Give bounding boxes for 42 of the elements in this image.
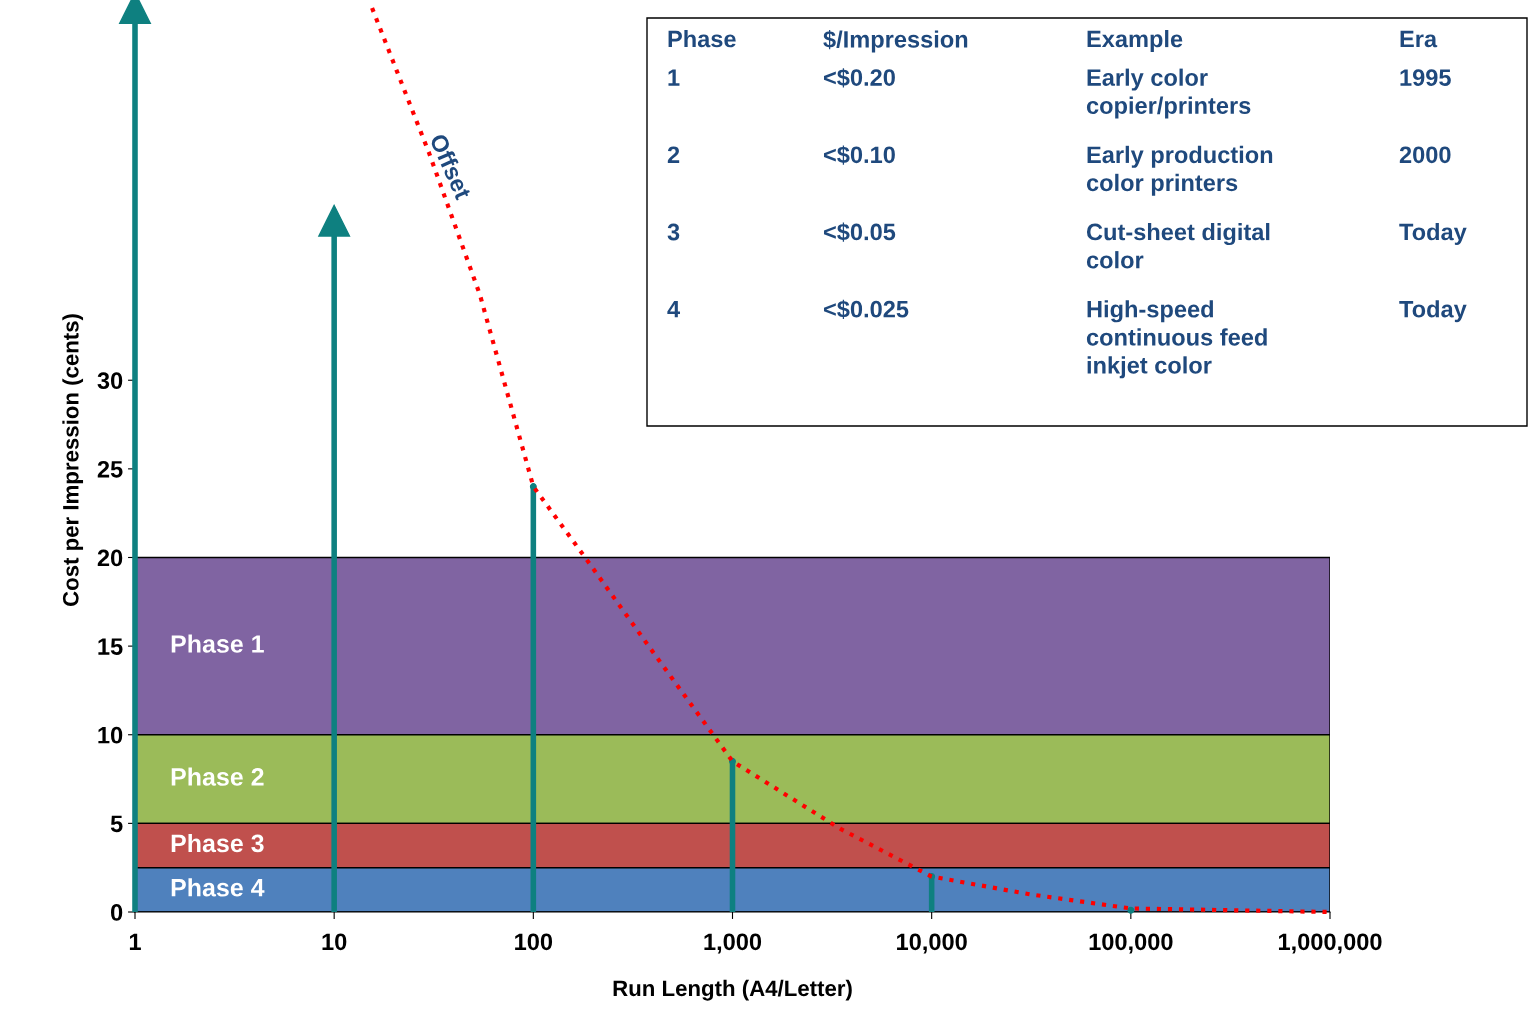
text: Era (1400, 30, 1438, 48)
band-label: Phase 3 (171, 833, 264, 853)
x-tick-label: 100,000 (1089, 933, 1173, 954)
y-axis-title: Cost per Impression (cents) (62, 314, 84, 607)
y-tick-label: 25 (97, 460, 123, 478)
annotation: <$0.20 (823, 68, 895, 88)
x-tick-label: 1 (129, 933, 141, 950)
annotation: Cut-sheet digital color (1086, 223, 1270, 269)
annotation: 1 (668, 69, 680, 86)
y-tick-label: 0 (111, 904, 123, 921)
x-tick-label: 10,000 (897, 933, 967, 954)
point (1127, 906, 1135, 914)
band-label: Phase 1 (171, 634, 264, 653)
annotation: Early production color printers (1086, 145, 1273, 196)
annotation: $/Impression (823, 30, 968, 53)
x-tick-label: 10 (322, 933, 347, 951)
x-tick-label: 1,000 (704, 933, 762, 954)
y-tick-label: 5 (110, 815, 123, 833)
x-axis-title: Run Length (A4/Letter) (613, 979, 852, 1001)
annotation: Example (1087, 30, 1183, 53)
annotation: High-speed continuous feed inkjet color (1086, 300, 1267, 379)
annotation: 3 (667, 223, 680, 241)
x-tick-label: 1,000,000 (1278, 933, 1382, 954)
annotation: 2 (667, 146, 680, 163)
text: Today (1399, 300, 1467, 323)
band-label: Phase 4 (171, 878, 265, 897)
text: 2000 (1399, 146, 1451, 164)
annotation: Early color copier/printers (1086, 68, 1251, 119)
annotation: <$0.025 (823, 299, 909, 320)
text: Today (1399, 223, 1467, 246)
y-tick-label: 30 (97, 372, 123, 390)
annotation: Phase (668, 30, 736, 48)
annotation: <$0.10 (823, 145, 895, 165)
y-tick-label: 15 (98, 638, 123, 655)
annotation: 4 (667, 301, 680, 318)
annotation: <$0.05 (823, 222, 896, 242)
y-tick-label: 20 (97, 549, 123, 567)
text: 1995 (1400, 69, 1451, 86)
y-tick-label: 10 (98, 726, 123, 744)
x-tick-label: 100 (515, 933, 553, 951)
band-label: Phase 2 (171, 767, 264, 786)
text: Offset (429, 132, 473, 201)
